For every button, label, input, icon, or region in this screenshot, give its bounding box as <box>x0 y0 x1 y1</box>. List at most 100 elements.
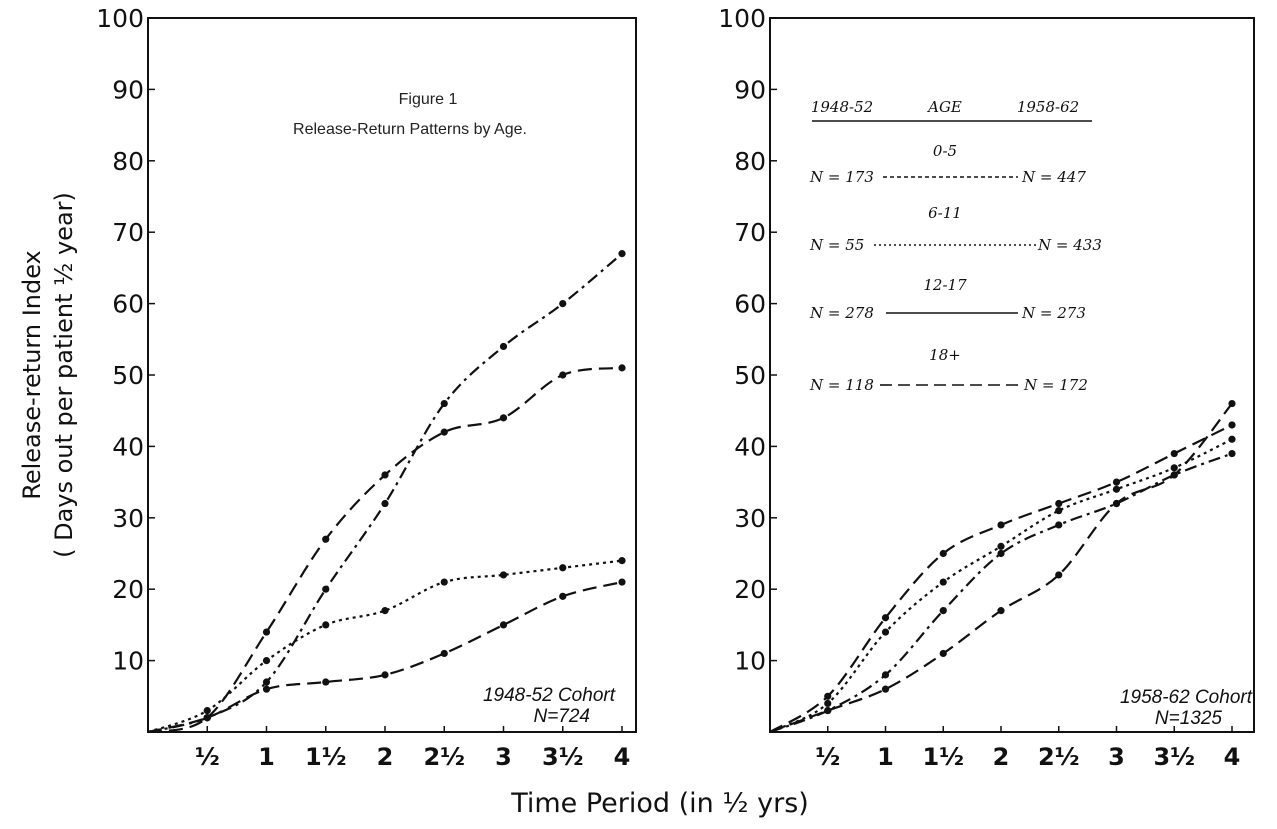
legend-n-right-6-11: N = 433 <box>1037 236 1102 254</box>
legend-age-6-11: 6-11 <box>928 204 962 222</box>
x-tick-label: ½ <box>815 743 840 771</box>
series-line-3 <box>147 559 623 734</box>
data-point <box>824 699 832 708</box>
data-point <box>618 557 626 565</box>
data-point <box>997 542 1005 550</box>
series-line-2 <box>769 438 1233 733</box>
data-point <box>262 657 271 665</box>
x-tick-label: 3 <box>495 743 512 771</box>
data-point <box>881 685 890 693</box>
series-line-4 <box>769 402 1233 734</box>
data-point <box>262 628 271 636</box>
data-point <box>939 549 947 558</box>
data-point <box>1228 399 1236 408</box>
legend-n-right-18-plus: N = 172 <box>1023 376 1088 394</box>
series-line-4 <box>147 580 623 734</box>
y-tick-label: 50 <box>734 361 766 390</box>
y-tick-label: 60 <box>734 290 766 319</box>
data-point <box>440 578 448 586</box>
y-tick-label: 90 <box>734 75 766 104</box>
legend-n-left-18-plus: N = 118 <box>809 376 874 394</box>
x-tick-label: 1½ <box>305 743 347 771</box>
data-point <box>203 706 211 715</box>
data-point <box>381 499 389 508</box>
data-point <box>824 706 832 715</box>
data-point <box>881 671 890 679</box>
y-tick-label: 10 <box>734 647 766 676</box>
data-point <box>939 607 947 615</box>
data-point <box>262 678 271 686</box>
y-tick-label: 60 <box>112 290 144 319</box>
figure-subtitle: Release-Return Patterns by Age. <box>293 121 527 138</box>
data-point <box>499 342 508 351</box>
legend-age-0-5: 0-5 <box>933 142 957 160</box>
data-point <box>262 685 271 693</box>
data-point <box>559 592 567 600</box>
data-point <box>381 671 389 679</box>
legend-n-right-0-5: N = 447 <box>1021 168 1086 186</box>
y-tick-label: 30 <box>734 504 766 533</box>
data-point <box>381 607 389 615</box>
x-tick-label: 3 <box>1108 743 1125 771</box>
data-point <box>997 607 1005 615</box>
y-tick-label: 10 <box>112 647 144 676</box>
y-tick-label: 100 <box>718 4 766 33</box>
y-tick-label: 40 <box>734 432 766 461</box>
y-tick-label: 100 <box>96 4 144 33</box>
data-point <box>997 549 1005 558</box>
y-tick-label: 40 <box>112 432 144 461</box>
data-point <box>1170 464 1178 472</box>
data-point <box>939 649 947 658</box>
data-point <box>499 621 508 629</box>
data-point <box>1112 485 1121 493</box>
legend-n-right-12-17: N = 273 <box>1021 304 1086 322</box>
data-point <box>440 428 448 436</box>
data-point <box>824 692 832 700</box>
data-point <box>203 714 211 722</box>
data-point <box>499 414 508 422</box>
plot-frame-right <box>769 17 1255 733</box>
y-tick-label: 20 <box>734 575 766 604</box>
legend-n-left-12-17: N = 278 <box>809 304 874 322</box>
data-point <box>881 628 890 636</box>
legend-age-12-17: 12-17 <box>923 276 967 294</box>
data-point <box>1055 507 1063 515</box>
x-tick-label: 2 <box>993 743 1010 771</box>
cohort-label-right: 1958-62 Cohort <box>1120 687 1253 708</box>
x-tick-label: 1 <box>877 743 894 771</box>
cohort-n-right: N=1325 <box>1155 708 1223 729</box>
data-point <box>1055 499 1063 508</box>
data-point <box>1170 449 1178 458</box>
panel-1948-52: 10 20 30 40 50 60 70 80 90 100 ½ 1 1½ 2 2½ 3 3½ 4 Figure… <box>96 4 637 771</box>
data-point <box>381 471 389 479</box>
legend-header-right: 1958-62 <box>1017 98 1079 116</box>
data-point <box>559 371 567 379</box>
y-tick-label: 30 <box>112 504 144 533</box>
legend-header-left: 1948-52 <box>811 98 873 116</box>
x-tick-label: 2½ <box>423 743 465 771</box>
data-point <box>618 578 626 586</box>
data-point <box>322 621 330 629</box>
data-point <box>618 364 626 372</box>
data-point <box>997 521 1005 529</box>
legend-age-18-plus: 18+ <box>929 346 961 364</box>
series-line-1 <box>769 423 1233 733</box>
x-tick-label: 1½ <box>922 743 964 771</box>
data-point <box>1228 421 1236 429</box>
y-tick-label: 90 <box>112 75 144 104</box>
figure-title: Figure 1 <box>399 91 458 108</box>
legend-n-left-6-11: N = 55 <box>809 236 864 254</box>
legend: 1948-52 AGE 1958-62 0-5 N = 173 N = 447 … <box>809 98 1102 394</box>
data-point <box>559 564 567 572</box>
data-point <box>559 300 567 308</box>
data-point <box>440 649 448 658</box>
x-tick-label: 4 <box>614 743 631 771</box>
x-axis-label: Time Period (in ½ yrs) <box>510 788 809 819</box>
data-point <box>322 678 330 686</box>
x-tick-label: 3½ <box>1153 743 1195 771</box>
data-point <box>1228 449 1236 458</box>
data-point <box>1112 478 1121 486</box>
x-tick-label: ½ <box>195 743 220 771</box>
data-point <box>322 535 330 543</box>
data-point <box>322 585 330 593</box>
